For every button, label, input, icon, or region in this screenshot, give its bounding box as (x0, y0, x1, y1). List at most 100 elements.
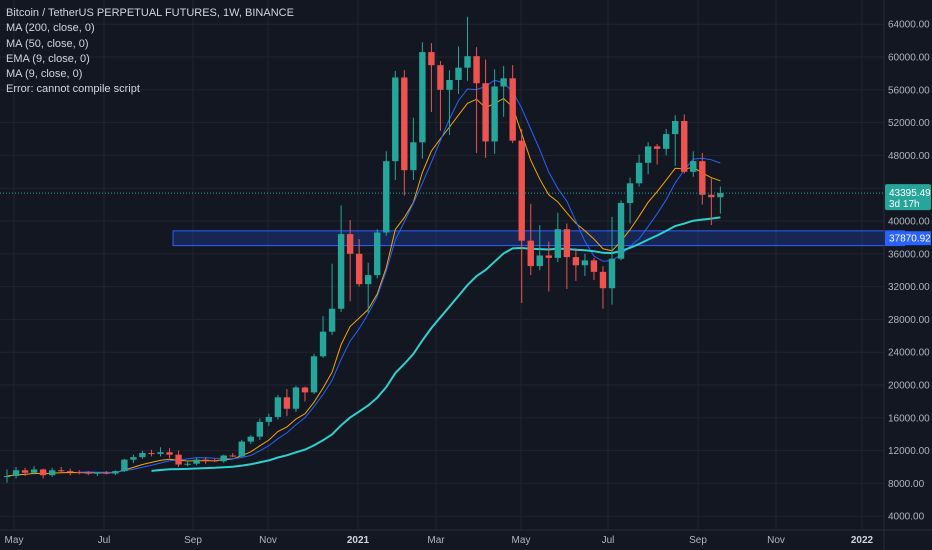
candles[interactable] (3, 16, 724, 483)
candle-body[interactable] (383, 161, 390, 233)
candle-body[interactable] (238, 441, 245, 457)
time-tick: May (5, 535, 24, 546)
candle-body[interactable] (563, 229, 571, 258)
candle-body[interactable] (482, 83, 489, 142)
candle-body[interactable] (130, 457, 137, 460)
candle-body[interactable] (410, 142, 417, 171)
candle-body[interactable] (644, 146, 652, 163)
candle-body[interactable] (545, 255, 552, 258)
study-ma9[interactable]: MA (9, close, 0) (6, 68, 83, 81)
candle-body[interactable] (292, 387, 300, 409)
current-price-label: 43395.49 (889, 188, 931, 199)
candle-body[interactable] (699, 161, 706, 195)
price-tick: 60000.00 (888, 53, 930, 64)
candle-body[interactable] (94, 472, 101, 474)
candle-body[interactable] (473, 56, 480, 84)
candle-body[interactable] (446, 79, 453, 90)
candle-body[interactable] (464, 56, 471, 68)
candle-body[interactable] (617, 202, 625, 259)
candle-body[interactable] (392, 77, 399, 162)
candle-body[interactable] (274, 397, 282, 417)
candle-body[interactable] (103, 472, 110, 474)
symbol-title[interactable]: Bitcoin / TetherUS PERPETUAL FUTURES, 1W… (6, 7, 294, 19)
candle-body[interactable] (85, 472, 92, 474)
candle-body[interactable] (166, 452, 173, 455)
candle-body[interactable] (319, 331, 327, 357)
candle-body[interactable] (211, 460, 218, 462)
candle-body[interactable] (247, 436, 255, 442)
candle-body[interactable] (401, 77, 408, 171)
price-axis[interactable]: 64000.00 60000.00 56000.00 52000.00 48000.00… (883, 0, 930, 550)
chart-legend[interactable]: Bitcoin / TetherUS PERPETUAL FUTURES, 1W… (6, 6, 294, 98)
candle-body[interactable] (491, 86, 498, 142)
candle-body[interactable] (690, 161, 697, 172)
candle-body[interactable] (518, 140, 525, 241)
candle-body[interactable] (355, 253, 363, 285)
candle-body[interactable] (653, 146, 661, 149)
candle-body[interactable] (139, 453, 146, 458)
candle-body[interactable] (310, 356, 318, 393)
price-tick: 32000.00 (888, 282, 930, 293)
time-axis[interactable]: May Jul Sep Nov 2021 Mar May Jul Sep Nov 2022 (0, 529, 932, 546)
candle-body[interactable] (229, 455, 236, 457)
candle-body[interactable] (527, 240, 534, 267)
study-ma50[interactable]: MA (50, close, 0) (6, 37, 89, 50)
candle-body[interactable] (428, 52, 435, 66)
price-tick: 52000.00 (888, 118, 930, 129)
candle-body[interactable] (437, 65, 444, 90)
candle-body[interactable] (328, 308, 336, 332)
candle-body[interactable] (265, 416, 273, 422)
candle-body[interactable] (337, 234, 345, 309)
candle-body[interactable] (681, 120, 688, 172)
candle-body[interactable] (30, 469, 38, 473)
candle-body[interactable] (256, 421, 264, 437)
candle-body[interactable] (500, 78, 507, 87)
candle-body[interactable] (572, 257, 580, 266)
candle-body[interactable] (301, 387, 309, 393)
candle-body[interactable] (193, 459, 200, 464)
candle-body[interactable] (184, 463, 191, 465)
candle-body[interactable] (112, 471, 119, 474)
candle-body[interactable] (148, 453, 155, 455)
zone-price-badge (885, 231, 931, 246)
candle-body[interactable] (608, 258, 616, 289)
price-tick: 48000.00 (888, 151, 930, 162)
candle-body[interactable] (67, 471, 74, 473)
candle-body[interactable] (590, 260, 598, 272)
study-ma200[interactable]: MA (200, close, 0) (6, 22, 95, 35)
candle-body[interactable] (220, 455, 227, 462)
candle-body[interactable] (635, 162, 643, 184)
candle-body[interactable] (374, 232, 381, 276)
candle-body[interactable] (662, 134, 670, 149)
candle-body[interactable] (283, 397, 291, 409)
time-tick: Jul (98, 535, 111, 546)
candle-body[interactable] (12, 470, 20, 477)
candle-body[interactable] (157, 452, 164, 454)
candle-body[interactable] (708, 194, 715, 198)
candle-body[interactable] (202, 459, 209, 461)
candle-body[interactable] (39, 469, 47, 476)
candle-body[interactable] (554, 229, 562, 258)
candle-body[interactable] (581, 260, 589, 266)
candle-body[interactable] (21, 470, 29, 473)
candle-body[interactable] (76, 471, 83, 473)
study-ema9[interactable]: EMA (9, close, 0) (6, 52, 90, 65)
price-tick: 24000.00 (888, 348, 930, 359)
support-zone[interactable] (172, 230, 905, 247)
candle-body[interactable] (175, 454, 182, 465)
candle-body[interactable] (346, 234, 354, 254)
study-error[interactable]: Error: cannot compile script (6, 83, 140, 96)
candle-body[interactable] (455, 67, 462, 80)
candle-body[interactable] (672, 120, 679, 135)
candle-body[interactable] (365, 275, 372, 285)
candle-body[interactable] (57, 470, 65, 472)
candle-body[interactable] (599, 271, 607, 289)
candle-body[interactable] (121, 459, 128, 472)
candle-body[interactable] (3, 476, 11, 478)
candle-body[interactable] (536, 255, 543, 267)
candle-body[interactable] (717, 193, 724, 198)
candle-body[interactable] (419, 52, 426, 143)
candle-body[interactable] (48, 470, 56, 476)
candle-body[interactable] (509, 78, 516, 141)
